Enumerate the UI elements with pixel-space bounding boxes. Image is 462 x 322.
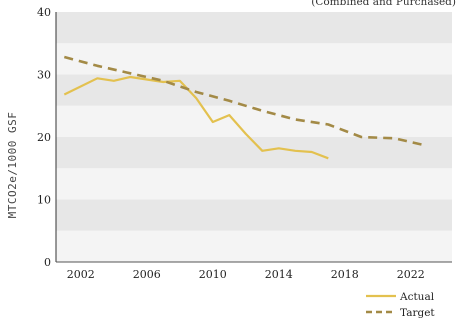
grid-band bbox=[56, 43, 452, 75]
y-tick-label: 10 bbox=[37, 194, 51, 207]
x-tick-label: 2002 bbox=[67, 268, 95, 281]
chart-subtitle: (Combined and Purchased) bbox=[311, 0, 456, 8]
x-tick-label: 2010 bbox=[199, 268, 227, 281]
chart-legend: Actual Target bbox=[366, 291, 435, 319]
x-tick-label: 2022 bbox=[397, 268, 425, 281]
series-line-target bbox=[63, 55, 428, 148]
y-axis-ticks: 0 10 20 30 40 bbox=[37, 6, 51, 269]
legend-label-actual: Actual bbox=[399, 291, 435, 303]
grid-band bbox=[56, 230, 452, 262]
x-axis-ticks: 2002 2006 2010 2014 2018 2022 bbox=[67, 268, 425, 281]
grid-band bbox=[56, 105, 452, 137]
grid-band bbox=[56, 74, 452, 106]
x-tick-label: 2014 bbox=[265, 268, 293, 281]
x-tick-label: 2018 bbox=[331, 268, 359, 281]
grid-band bbox=[56, 199, 452, 231]
y-tick-label: 0 bbox=[44, 256, 51, 269]
x-tick-label: 2006 bbox=[133, 268, 161, 281]
series-line-actual bbox=[63, 75, 329, 160]
y-axis-label: MTCO2e/1000 GSF bbox=[6, 112, 19, 219]
y-tick-label: 40 bbox=[37, 6, 51, 19]
grid-band bbox=[56, 12, 452, 44]
grid-band bbox=[56, 168, 452, 200]
grid-bands bbox=[55, 12, 452, 263]
y-tick-label: 30 bbox=[37, 69, 51, 82]
chart-series bbox=[63, 55, 428, 160]
y-tick-label: 20 bbox=[37, 131, 51, 144]
legend-label-target: Target bbox=[400, 307, 435, 319]
